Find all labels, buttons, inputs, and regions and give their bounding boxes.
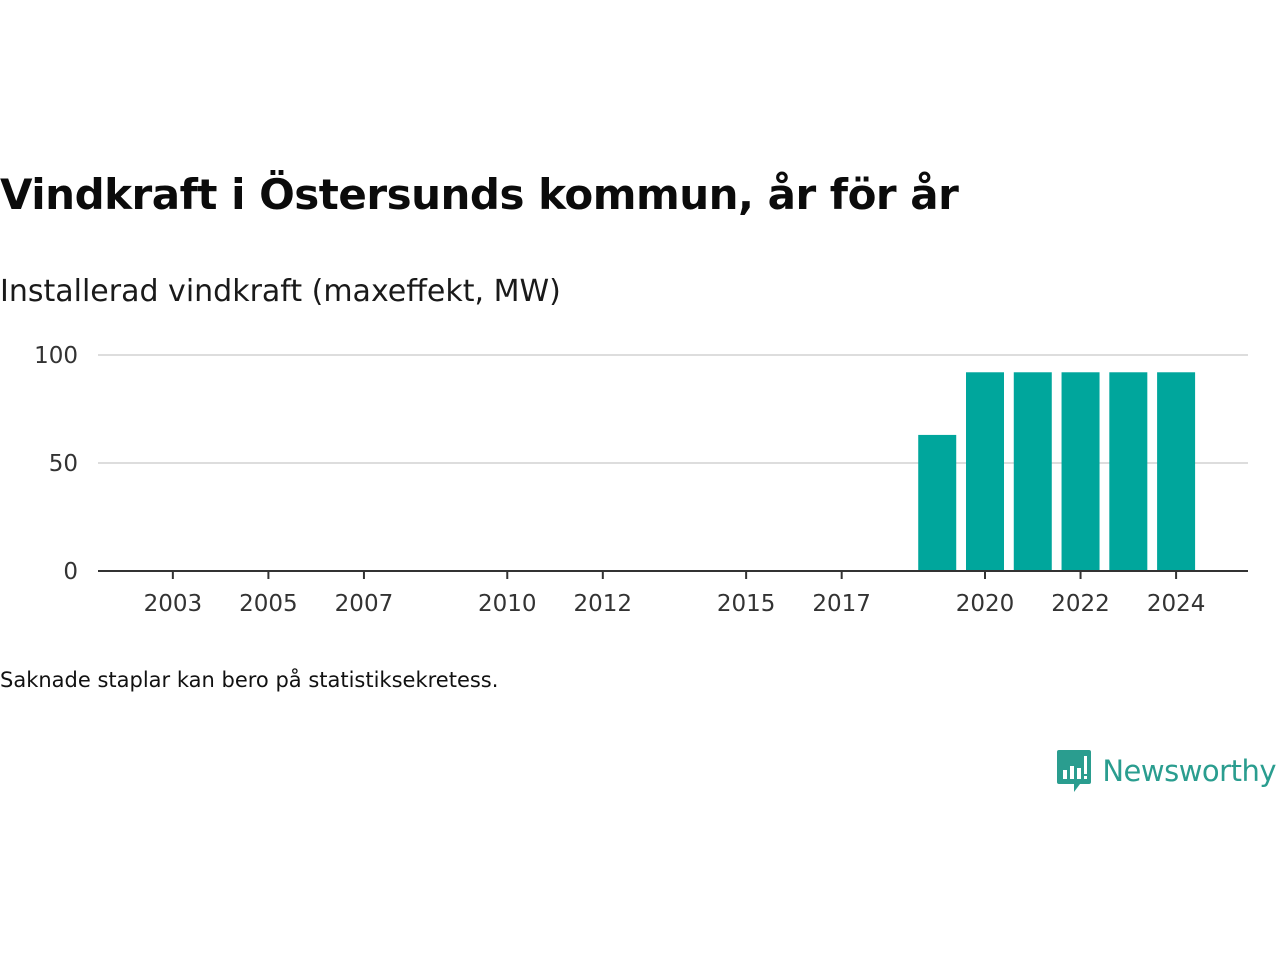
x-tick-label: 2007 — [335, 591, 394, 617]
brand-name: Newsworthy — [1102, 754, 1276, 788]
bar — [1109, 372, 1148, 571]
chart-title: Vindkraft i Östersunds kommun, år för år — [0, 170, 959, 219]
bar — [1013, 372, 1052, 571]
x-tick-label: 2015 — [717, 591, 776, 617]
footnote: Saknade staplar kan bero på statistiksek… — [0, 668, 499, 692]
bar-chart-speech-bubble-icon — [1057, 750, 1092, 792]
x-tick-label: 2012 — [574, 591, 633, 617]
bar — [966, 372, 1004, 571]
bar — [1061, 372, 1100, 571]
y-tick-label: 100 — [34, 343, 78, 369]
x-tick-label: 2003 — [144, 591, 203, 617]
x-tick-label: 2022 — [1051, 591, 1110, 617]
x-tick-label: 2020 — [956, 591, 1015, 617]
y-tick-label: 50 — [49, 451, 78, 477]
bar — [1157, 372, 1196, 571]
x-tick-label: 2024 — [1147, 591, 1206, 617]
bars — [918, 372, 1196, 571]
x-tick-label: 2010 — [478, 591, 537, 617]
axes: 0 50 100 2003 2005 2007 2010 2012 2015 2017 2020 20… — [34, 343, 1248, 617]
newsworthy-logo: Newsworthy — [1056, 748, 1276, 794]
y-tick-label: 0 — [63, 559, 78, 585]
chart-subtitle: Installerad vindkraft (maxeffekt, MW) — [0, 274, 561, 309]
grid-lines — [98, 354, 1248, 464]
bar — [918, 434, 957, 571]
x-tick-label: 2005 — [239, 591, 298, 617]
bar-chart: 0 50 100 2003 2005 2007 2010 2012 2015 2017 2020 20… — [34, 343, 1248, 617]
x-tick-label: 2017 — [812, 591, 871, 617]
